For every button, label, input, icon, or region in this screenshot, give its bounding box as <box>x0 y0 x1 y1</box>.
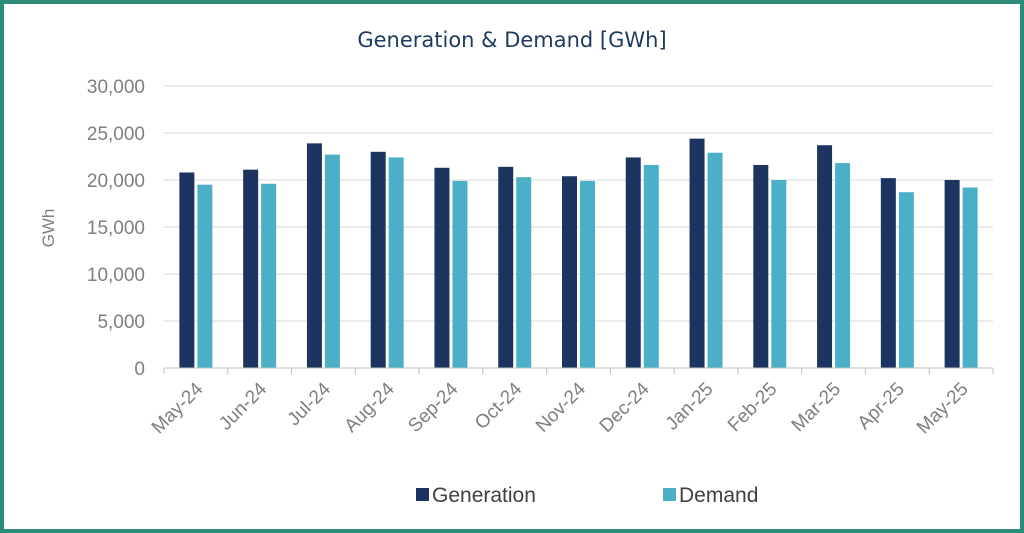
bar-generation-nov-24 <box>562 176 577 368</box>
bar-demand-jan-25 <box>707 152 723 368</box>
legend-label-demand: Demand <box>679 484 758 507</box>
bar-demand-apr-25 <box>898 192 914 368</box>
y-tick-label: 20,000 <box>87 171 145 192</box>
legend: Generation Demand <box>416 484 758 507</box>
x-tick-label: Oct-24 <box>471 378 526 433</box>
x-tick-label: Nov-24 <box>532 378 590 436</box>
bar-demand-aug-24 <box>388 157 404 368</box>
chart-title: Generation & Demand [GWh] <box>357 28 666 52</box>
legend-swatch-demand <box>663 488 676 501</box>
y-tick-label: 15,000 <box>87 218 145 239</box>
x-tick-label: May-25 <box>913 379 973 439</box>
x-tick-label: May-24 <box>148 378 208 438</box>
x-tick-label: Apr-25 <box>854 379 909 434</box>
legend-swatch-generation <box>416 488 429 501</box>
y-tick-label: 25,000 <box>87 124 145 145</box>
y-tick-label: 10,000 <box>87 265 145 286</box>
bar-generation-jul-24 <box>306 143 322 368</box>
y-axis-label: GWh <box>39 209 58 248</box>
bar-generation-mar-25 <box>817 145 833 368</box>
bar-demand-jun-24 <box>261 183 277 368</box>
x-tick-label: Sep-24 <box>404 378 462 436</box>
bar-demand-dec-24 <box>643 164 659 368</box>
bar-demand-feb-25 <box>771 180 787 368</box>
bar-generation-feb-25 <box>753 164 769 368</box>
y-tick-label: 30,000 <box>87 77 145 98</box>
bar-demand-may-24 <box>197 184 213 368</box>
x-tick-label: Feb-25 <box>724 379 781 436</box>
y-tick-label: 0 <box>134 359 145 380</box>
bar-demand-sep-24 <box>452 180 468 368</box>
bar-generation-aug-24 <box>370 151 386 368</box>
bars <box>179 138 978 368</box>
bar-demand-may-25 <box>962 187 978 368</box>
x-axis-ticks: May-24 Jun-24 Jul-24 Aug-24 Sep-24 Oct-24 Nov-… <box>148 368 994 439</box>
bar-generation-oct-24 <box>498 166 514 368</box>
bar-generation-may-25 <box>944 180 960 368</box>
x-tick-label: Aug-24 <box>341 378 399 436</box>
bar-demand-oct-24 <box>516 177 532 368</box>
y-axis-ticks: 0 5,000 10,000 15,000 20,000 25,000 30,000 <box>87 77 145 380</box>
bar-generation-jun-24 <box>243 169 259 368</box>
x-tick-label: Jun-24 <box>215 378 271 434</box>
x-tick-label: Jan-25 <box>662 379 718 435</box>
y-tick-label: 5,000 <box>97 312 145 333</box>
x-tick-label: Jul-24 <box>284 378 336 430</box>
bar-generation-sep-24 <box>434 167 450 368</box>
bar-demand-nov-24 <box>580 180 595 368</box>
legend-label-generation: Generation <box>432 484 536 507</box>
bar-demand-jul-24 <box>324 154 340 368</box>
x-tick-label: Mar-25 <box>788 379 845 436</box>
bar-generation-dec-24 <box>625 157 641 368</box>
bar-demand-mar-25 <box>835 163 851 368</box>
x-tick-label: Dec-24 <box>596 378 654 436</box>
bar-generation-jan-25 <box>689 138 705 368</box>
bar-generation-may-24 <box>179 172 195 368</box>
bar-generation-apr-25 <box>880 178 896 368</box>
gridlines <box>164 85 993 322</box>
